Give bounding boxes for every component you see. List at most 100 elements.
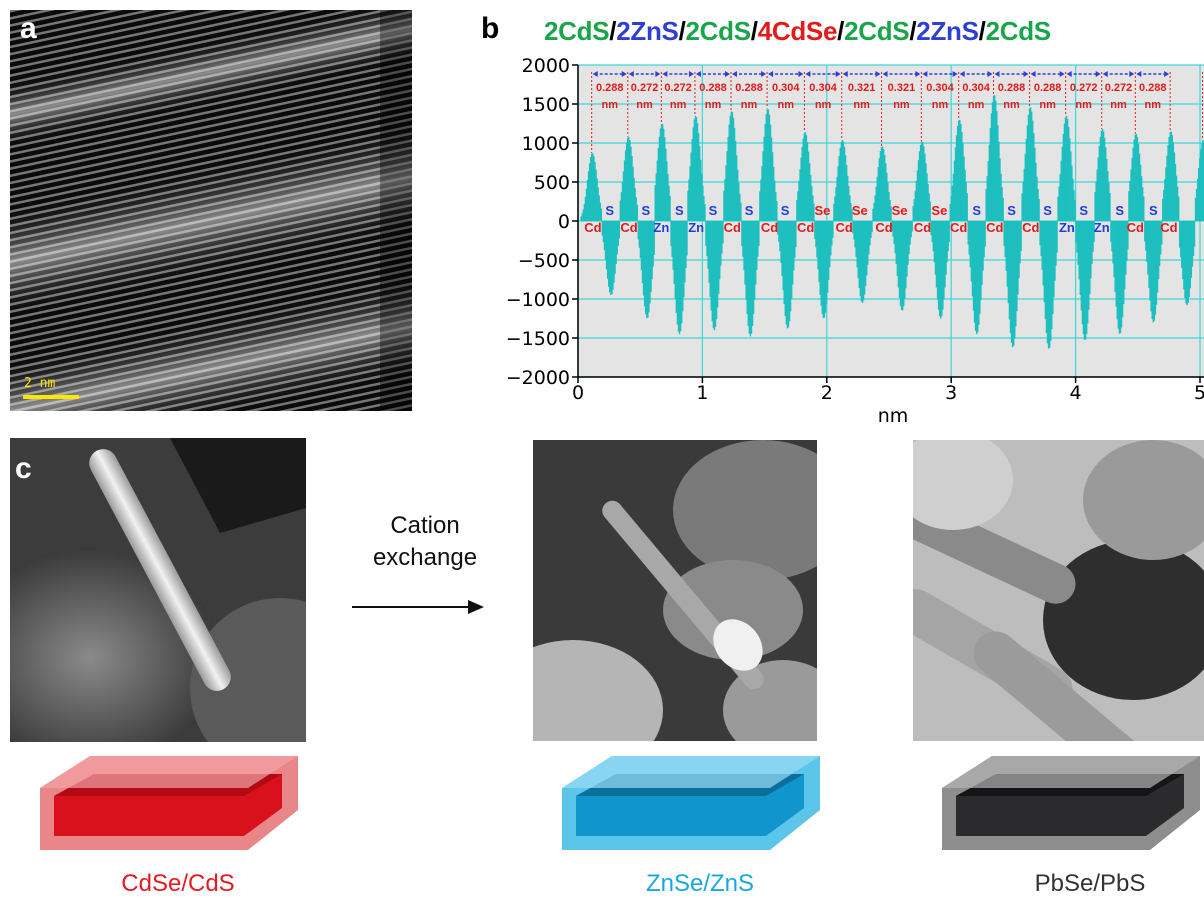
profile-bar	[988, 144, 991, 221]
profile-bar	[713, 221, 716, 331]
profile-bar	[1144, 221, 1146, 242]
profile-bar	[1034, 147, 1036, 221]
spacing-unit-label: nm	[1144, 99, 1161, 111]
layer-title-segment: /	[678, 16, 686, 46]
profile-bar	[667, 174, 669, 221]
profile-bar	[754, 221, 757, 285]
profile-bar	[917, 160, 920, 221]
profile-bar	[586, 179, 589, 221]
profile-bar	[952, 173, 955, 221]
profile-bar	[587, 171, 590, 221]
cation-atom-label: Cd	[1022, 220, 1039, 235]
x-tick-label: 3	[945, 382, 957, 404]
anion-atom-label: S	[745, 203, 754, 218]
profile-bar	[648, 221, 650, 313]
profile-bar	[915, 180, 918, 221]
profile-bar	[863, 221, 866, 295]
profile-bar	[1159, 221, 1162, 255]
profile-bar	[1125, 221, 1127, 275]
profile-bar	[749, 221, 752, 337]
profile-bar	[697, 133, 700, 221]
profile-bar	[1152, 221, 1154, 323]
profile-bar	[1119, 221, 1122, 334]
spacing-arrowhead	[655, 71, 661, 77]
profile-bar	[936, 221, 939, 300]
profile-bar	[1108, 182, 1110, 221]
spacing-unit-label: nm	[968, 99, 985, 111]
pbse-pbs-nanoplatelet-schematic	[942, 756, 1200, 850]
profile-bar	[703, 196, 705, 221]
spacing-arrowhead	[662, 71, 668, 77]
profile-bar	[908, 221, 910, 254]
profile-bar	[712, 221, 715, 329]
cation-atom-label: Cd	[875, 220, 892, 235]
profile-bar	[1019, 221, 1021, 264]
cation-atom-label: Cd	[986, 220, 1003, 235]
profile-bar	[1193, 221, 1196, 247]
profile-bar	[1009, 221, 1012, 334]
profile-bar	[851, 208, 853, 221]
profile-bar	[880, 147, 883, 221]
profile-bar	[775, 191, 777, 221]
spacing-arrowhead	[1030, 71, 1036, 77]
profile-bar	[661, 124, 664, 221]
profile-bar	[766, 109, 769, 221]
profile-bar	[970, 221, 973, 282]
profile-bar	[721, 221, 723, 254]
layer-title-segment: 4CdSe	[757, 16, 838, 46]
profile-bar	[794, 221, 796, 258]
profile-bar	[807, 151, 810, 221]
anion-atom-label: S	[675, 203, 684, 218]
profile-bar	[1187, 221, 1189, 304]
profile-bar	[659, 128, 662, 221]
profile-bar	[605, 221, 608, 270]
profile-bar	[732, 117, 735, 221]
profile-bar	[759, 191, 761, 221]
profile-bar	[862, 221, 865, 301]
profile-bar	[854, 221, 856, 248]
profile-bar	[668, 185, 670, 221]
profile-bar	[865, 221, 868, 276]
profile-bar	[959, 119, 961, 221]
profile-bar	[727, 136, 729, 221]
profile-bar	[1064, 117, 1067, 221]
layer-title-segment: /	[609, 16, 617, 46]
profile-bar	[982, 221, 984, 271]
profile-bar	[975, 221, 978, 335]
profile-bar	[639, 221, 642, 259]
profile-bar	[657, 147, 660, 221]
profile-bar	[1112, 221, 1114, 264]
cation-atom-label: Cd	[724, 220, 741, 235]
profile-bar	[1176, 186, 1179, 221]
profile-bar	[947, 221, 949, 252]
spacing-arrowhead	[592, 71, 598, 77]
profile-bar	[1066, 119, 1069, 221]
profile-bar	[963, 156, 965, 221]
profile-bar	[691, 138, 693, 221]
profile-bar	[1104, 147, 1107, 221]
profile-bar	[705, 221, 707, 246]
profile-bar	[965, 182, 967, 221]
spacing-unit-label: nm	[1075, 99, 1092, 111]
profile-bar	[998, 141, 1000, 221]
profile-bar	[1122, 221, 1125, 305]
profile-bar	[941, 221, 943, 317]
profile-bar	[1099, 136, 1102, 221]
profile-bar	[662, 128, 665, 221]
profile-bar	[746, 221, 748, 315]
x-axis-label: nm	[878, 405, 909, 427]
spacing-unit-label: nm	[741, 99, 758, 111]
profile-bar	[1158, 221, 1161, 267]
profile-bar	[992, 95, 995, 221]
spacing-value-label: 0.304	[962, 82, 990, 94]
exchange-arrow-icon	[352, 600, 484, 614]
profile-bar	[950, 195, 953, 221]
spacing-arrowhead	[768, 71, 774, 77]
profile-bar	[981, 221, 983, 286]
spacing-arrowhead	[835, 71, 841, 77]
profile-bar	[1173, 152, 1176, 221]
label-znse-zns: ZnSe/ZnS	[570, 870, 830, 898]
profile-bar	[1110, 221, 1112, 242]
profile-bar	[1071, 165, 1073, 221]
profile-bar	[1089, 221, 1091, 295]
